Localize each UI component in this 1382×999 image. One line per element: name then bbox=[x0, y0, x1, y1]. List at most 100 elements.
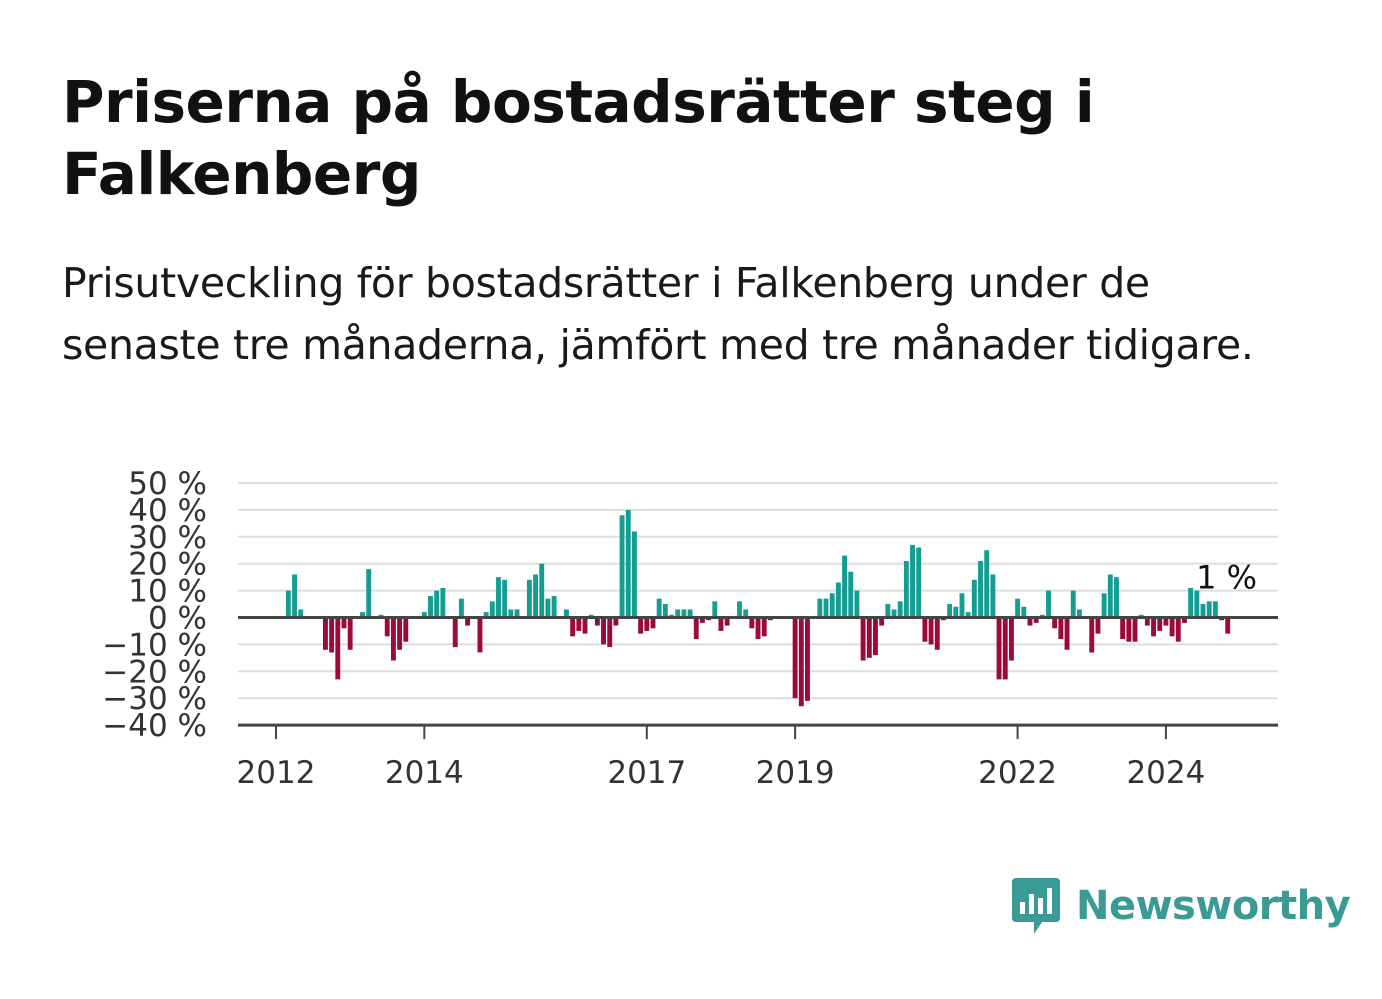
bar bbox=[631, 531, 637, 618]
bar bbox=[1182, 617, 1187, 623]
bar bbox=[1033, 617, 1039, 623]
bar bbox=[489, 601, 495, 618]
bar bbox=[625, 509, 631, 618]
bar bbox=[508, 609, 514, 618]
bar bbox=[743, 609, 749, 618]
bar bbox=[1194, 590, 1200, 618]
bar bbox=[749, 617, 755, 629]
bar bbox=[434, 590, 440, 618]
bar bbox=[971, 579, 977, 618]
bar bbox=[737, 601, 742, 618]
bar bbox=[545, 598, 551, 618]
x-tick-label: 2014 bbox=[385, 755, 464, 791]
bar bbox=[533, 574, 539, 618]
y-tick-label: 20 % bbox=[128, 547, 207, 583]
bar bbox=[452, 617, 458, 648]
bar bbox=[298, 609, 304, 618]
y-tick-label: −10 % bbox=[102, 627, 207, 663]
bar bbox=[860, 617, 866, 661]
bar bbox=[848, 571, 854, 618]
bar bbox=[699, 617, 705, 623]
latest-value-label: 1 % bbox=[1196, 559, 1257, 597]
bar bbox=[934, 617, 940, 650]
bar bbox=[990, 574, 996, 618]
bar bbox=[687, 609, 693, 618]
tick-labels: 50 %40 %30 %20 %10 %0 %−10 %−20 %−30 %−4… bbox=[102, 466, 1257, 791]
x-tick-label: 2019 bbox=[756, 755, 835, 791]
bar bbox=[1101, 593, 1107, 618]
axes bbox=[238, 616, 1278, 740]
bar bbox=[638, 617, 644, 634]
bar bbox=[526, 579, 532, 618]
bar bbox=[891, 609, 897, 618]
bar bbox=[582, 617, 588, 634]
bar bbox=[292, 574, 297, 618]
chart-title: Priserna på bostadsrätter steg i Falkenb… bbox=[62, 68, 1095, 208]
bar bbox=[693, 617, 699, 640]
bar bbox=[829, 593, 835, 618]
y-tick-label: 50 % bbox=[128, 466, 207, 502]
bar bbox=[724, 617, 730, 626]
chart-subtitle: Prisutveckling för bostadsrätter i Falke… bbox=[62, 259, 1254, 369]
bar bbox=[403, 617, 409, 642]
bar bbox=[1089, 617, 1095, 653]
bar bbox=[601, 617, 606, 645]
y-tick-label: 40 % bbox=[128, 493, 207, 529]
bar bbox=[854, 590, 860, 618]
bar bbox=[1225, 617, 1231, 634]
bar bbox=[1200, 604, 1206, 618]
bar bbox=[341, 617, 347, 629]
bar bbox=[477, 617, 483, 653]
bar bbox=[483, 612, 489, 618]
bar bbox=[1064, 617, 1070, 650]
x-tick-label: 2024 bbox=[1126, 755, 1205, 791]
bar bbox=[798, 617, 804, 707]
brand-name: Newsworthy bbox=[1076, 883, 1351, 929]
bar bbox=[823, 598, 829, 618]
bar bbox=[613, 617, 619, 626]
y-tick-label: 0 % bbox=[148, 601, 207, 637]
bar bbox=[1188, 587, 1194, 618]
bar bbox=[1132, 617, 1138, 642]
bar bbox=[428, 595, 433, 618]
bar bbox=[1114, 577, 1119, 618]
bar bbox=[1021, 606, 1027, 618]
bar bbox=[922, 617, 928, 642]
bar bbox=[502, 579, 508, 618]
newsworthy-logo[interactable]: Newsworthy bbox=[1010, 876, 1351, 936]
bar bbox=[916, 547, 922, 618]
bar bbox=[576, 617, 582, 631]
bar bbox=[570, 617, 576, 637]
bar bbox=[792, 617, 798, 699]
bar bbox=[390, 617, 396, 661]
bar bbox=[984, 550, 990, 618]
bar bbox=[1015, 598, 1021, 618]
bar bbox=[1058, 617, 1064, 640]
bar bbox=[285, 590, 291, 618]
bar bbox=[1002, 617, 1008, 680]
bar bbox=[465, 617, 471, 626]
bar bbox=[1107, 574, 1113, 618]
bar bbox=[421, 612, 427, 618]
bar bbox=[866, 617, 872, 658]
y-tick-label: −30 % bbox=[102, 681, 207, 717]
bar bbox=[903, 561, 909, 618]
x-tick-label: 2012 bbox=[237, 755, 316, 791]
bar bbox=[607, 617, 613, 648]
bar bbox=[842, 555, 848, 618]
bar bbox=[458, 598, 464, 618]
bar bbox=[959, 593, 965, 618]
y-tick-label: −20 % bbox=[102, 654, 207, 690]
bar bbox=[1095, 617, 1101, 634]
bar bbox=[1144, 617, 1150, 626]
bar bbox=[662, 604, 668, 618]
bar bbox=[1175, 617, 1181, 642]
bar bbox=[953, 606, 959, 618]
y-tick-label: 10 % bbox=[128, 574, 207, 610]
bar bbox=[873, 617, 878, 656]
bar bbox=[1027, 617, 1033, 626]
bar bbox=[1052, 617, 1058, 629]
bar bbox=[496, 577, 501, 618]
bar bbox=[1157, 617, 1163, 631]
